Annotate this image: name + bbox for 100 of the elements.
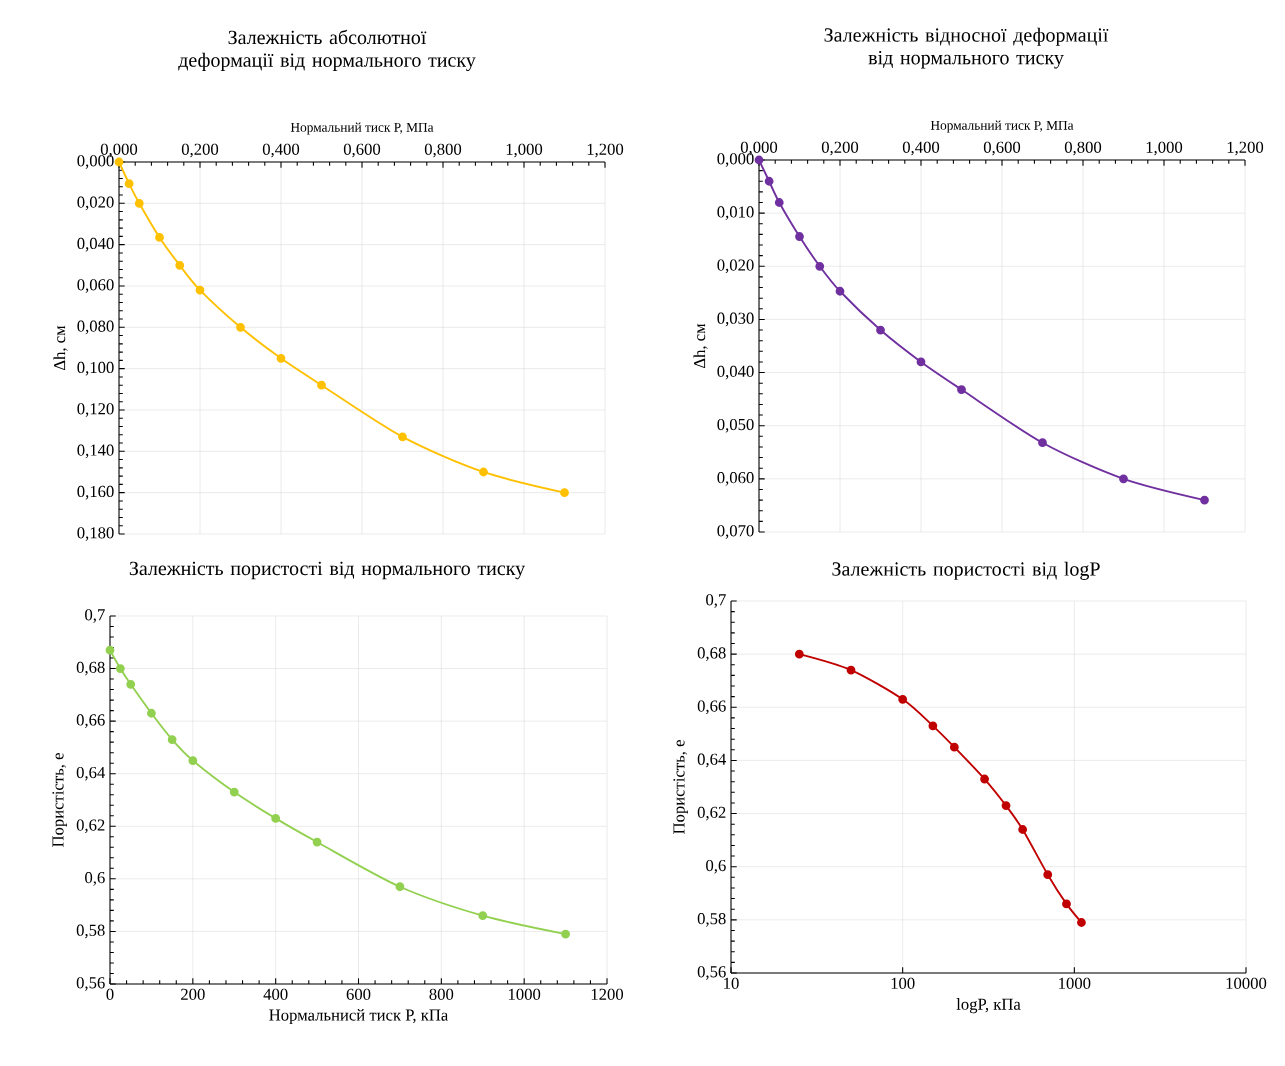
y-tick-label: 0,070: [717, 525, 754, 539]
y-tick-label: 0,62: [697, 806, 726, 821]
chart-title: Залежність пористості від нормального тиску: [129, 561, 526, 580]
y-tick-label: 0,140: [77, 444, 114, 459]
point: [795, 232, 804, 241]
y-tick-label: 0,020: [77, 196, 114, 211]
y-tick-label: 0,080: [77, 320, 114, 335]
x-tick-label: 0,200: [181, 143, 219, 158]
x-tick-label: 1,000: [1146, 141, 1183, 156]
point: [229, 787, 239, 797]
point: [478, 911, 488, 921]
y-axis-title: Δh, см: [53, 325, 68, 371]
y-tick-label: 0,58: [76, 924, 105, 939]
chart-title: Залежність пористості від logP: [832, 561, 1100, 580]
x-tick-label: 800: [429, 988, 454, 1000]
x-tick-label: 1,200: [587, 143, 624, 158]
y-tick-label: 0,56: [697, 966, 726, 980]
chart-title: Залежність абсолютної деформації від нормального тиску: [178, 29, 476, 71]
point: [876, 325, 885, 335]
point: [1038, 438, 1047, 448]
chart-title: Залежність відносної деформації від нормального тиску: [824, 27, 1109, 69]
point: [155, 233, 164, 242]
y-tick-label: 0,66: [697, 700, 726, 715]
point: [115, 664, 125, 673]
y-tick-label: 0,66: [76, 714, 105, 728]
y-axis-title: Пористість, е: [673, 740, 688, 834]
point: [147, 708, 156, 718]
point: [271, 813, 281, 823]
y-tick-label: 0,180: [77, 527, 114, 541]
y-tick-label: 0,160: [77, 485, 114, 500]
point: [395, 882, 405, 892]
x-tick-label: 0,800: [424, 143, 462, 158]
y-tick-label: 0,040: [77, 237, 114, 252]
point: [916, 357, 926, 367]
point: [126, 679, 136, 689]
point: [317, 380, 326, 390]
point: [774, 198, 784, 207]
y-tick-label: 0,7: [85, 609, 105, 623]
x-axis-title: Нормальний тиск Р, МПа: [930, 120, 1074, 133]
x-tick-label: 1,200: [1227, 141, 1264, 156]
y-tick-label: 0,62: [76, 819, 105, 834]
y-tick-label: 0,6: [706, 859, 726, 874]
x-tick-label: 0,600: [983, 141, 1021, 156]
point: [167, 735, 177, 744]
point: [175, 260, 185, 270]
y-tick-label: 0,100: [77, 361, 114, 376]
x-tick-label: 1200: [591, 988, 624, 1000]
y-tick-label: 0,56: [76, 977, 105, 991]
x-tick-label: 10000: [1226, 977, 1267, 989]
point: [276, 353, 286, 363]
x-tick-label: 400: [263, 988, 288, 1000]
y-tick-label: 0,58: [697, 913, 726, 927]
x-tick-label: 600: [346, 988, 371, 1000]
y-tick-label: 0,68: [697, 647, 726, 661]
point: [195, 285, 205, 295]
x-tick-label: 0,200: [821, 141, 859, 156]
x-tick-label: 0,400: [902, 141, 940, 156]
y-axis-title: Δh, см: [693, 323, 708, 369]
point: [754, 155, 764, 165]
y-tick-label: 0,120: [77, 403, 114, 417]
y-tick-label: 0,7: [706, 594, 726, 608]
point: [479, 467, 488, 477]
y-tick-label: 0,64: [697, 753, 727, 768]
y-tick-label: 0,040: [717, 365, 754, 380]
x-tick-label: 0,600: [343, 143, 381, 158]
point: [1119, 474, 1128, 484]
x-tick-label: 0,800: [1064, 141, 1102, 156]
point: [957, 385, 966, 394]
x-tick-label: 0,400: [262, 143, 300, 158]
x-tick-label: 10: [724, 977, 739, 989]
y-tick-label: 0,050: [717, 418, 754, 433]
y-tick-label: 0,68: [76, 661, 105, 676]
point: [188, 756, 198, 765]
point: [236, 322, 245, 332]
point: [815, 261, 825, 271]
y-tick-label: 0,64: [76, 766, 106, 781]
point: [561, 929, 570, 939]
y-axis-title: Пористість, е: [52, 753, 67, 847]
x-tick-label: 1,000: [506, 143, 543, 158]
y-tick-label: 0,060: [717, 472, 754, 486]
y-tick-label: 0,060: [77, 279, 114, 293]
x-tick-label: 200: [181, 988, 205, 1000]
point: [835, 286, 845, 296]
point: [312, 837, 322, 847]
point: [114, 157, 124, 167]
point: [1200, 495, 1209, 505]
y-tick-label: 0,6: [85, 872, 105, 886]
x-axis-title: logP, кПа: [956, 998, 1021, 1014]
point: [764, 176, 774, 186]
point: [398, 432, 407, 442]
point: [105, 645, 115, 655]
y-tick-label: 0,020: [717, 259, 754, 274]
point: [124, 179, 134, 189]
x-axis-title: Нормальний тиск Р, МПа: [290, 122, 434, 135]
x-tick-label: 1000: [508, 988, 541, 1000]
point: [560, 488, 569, 498]
y-tick-label: 0,030: [717, 312, 754, 327]
x-axis-title: Нормальнисй тиск Р, кПа: [269, 1009, 449, 1025]
point: [134, 198, 144, 208]
x-tick-label: 100: [891, 977, 915, 989]
